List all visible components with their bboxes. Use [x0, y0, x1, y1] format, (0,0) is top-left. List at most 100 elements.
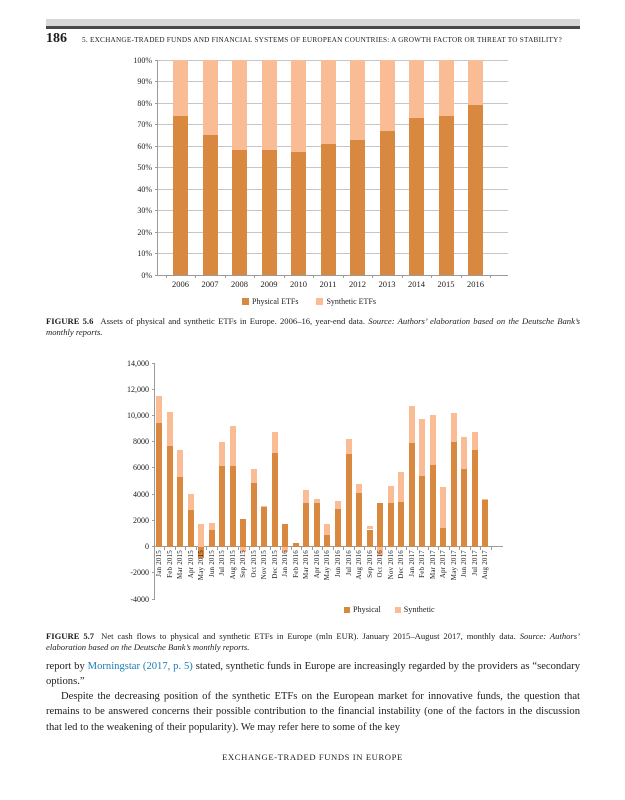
- x-tick-label: Apr 2016: [312, 549, 321, 578]
- y-axis-tick: [155, 81, 158, 82]
- y-axis-line: [157, 60, 158, 276]
- bar-segment-physical: [156, 423, 162, 547]
- bar-segment-synthetic: [324, 523, 331, 535]
- bar-segment-physical: [320, 143, 336, 275]
- x-axis-tick: [248, 546, 250, 550]
- bar-segment-physical: [350, 139, 365, 275]
- x-tick-label: Jun 2015: [207, 549, 216, 577]
- physical-swatch-icon: [344, 606, 350, 613]
- synthetic-swatch-icon: [394, 606, 401, 613]
- x-tick-label: 2013: [378, 279, 396, 289]
- legend-label: Synthetic: [403, 605, 435, 614]
- x-axis-tick: [290, 546, 292, 550]
- x-tick-label: 2011: [319, 279, 337, 289]
- x-tick-label: Jan 2016: [281, 549, 290, 577]
- bar-segment-synthetic: [350, 60, 365, 140]
- x-axis-tick: [164, 546, 166, 550]
- x-axis-tick: [406, 546, 408, 550]
- x-axis-tick: [469, 546, 471, 550]
- bar-segment-physical: [345, 454, 352, 547]
- legend-item-synthetic: Synthetic ETFs: [316, 297, 376, 306]
- y-tick-label: 0: [145, 542, 149, 552]
- bar-segment-synthetic: [408, 405, 415, 443]
- running-head: 5. EXCHANGE-TRADED FUNDS AND FINANCIAL S…: [82, 36, 563, 44]
- x-tick-label: 2010: [290, 279, 307, 289]
- x-tick-label: Jul 2015: [218, 549, 227, 576]
- x-axis-tick: [490, 546, 492, 550]
- bar-segment-synthetic: [377, 546, 384, 556]
- figure-5-7-chart: Physical Synthetic 14,000 12,000 10,000 800…: [118, 358, 512, 624]
- bar-segment-physical: [240, 519, 247, 547]
- x-tick-label: Dec 2015: [270, 549, 279, 579]
- bar-segment-synthetic: [173, 60, 188, 116]
- y-tick-label: -4000: [130, 594, 149, 604]
- y-axis-tick: [152, 388, 155, 390]
- y-tick-label: 4000: [133, 489, 149, 499]
- bar-segment-synthetic: [438, 60, 454, 116]
- morningstar-link[interactable]: Morningstar (2017, p. 5): [87, 661, 193, 672]
- x-axis-tick: [427, 546, 429, 550]
- y-tick-label: 60%: [137, 141, 152, 151]
- bar-segment-synthetic: [450, 413, 457, 442]
- figure-label: FIGURE 5.7: [46, 631, 95, 641]
- header-rule: [46, 19, 580, 29]
- bar-segment-physical: [482, 500, 489, 547]
- x-axis-tick: [254, 275, 256, 278]
- x-axis-tick: [322, 546, 324, 550]
- bar-segment-synthetic: [345, 439, 352, 455]
- x-axis-tick: [431, 275, 433, 278]
- x-tick-label: Jul 2017: [470, 549, 479, 576]
- y-axis-tick: [152, 362, 155, 364]
- bar-segment-synthetic: [379, 60, 395, 131]
- bar-segment-physical: [291, 152, 306, 275]
- x-tick-label: 2015: [437, 279, 455, 289]
- bar-segment-physical: [177, 477, 184, 547]
- x-tick-label: 2008: [231, 279, 248, 289]
- bar-segment-physical: [419, 476, 426, 547]
- x-axis-tick: [259, 546, 261, 550]
- y-axis-tick: [155, 231, 158, 233]
- paragraph-2: Despite the decreasing position of the s…: [46, 691, 580, 733]
- bar-segment-physical: [187, 509, 194, 547]
- bar-segment-synthetic: [335, 501, 341, 510]
- bar-segment-physical: [173, 115, 188, 275]
- bar-segment-physical: [232, 150, 247, 275]
- bar-segment-physical: [261, 507, 268, 547]
- x-axis-tick: [364, 546, 366, 550]
- bar-segment-synthetic: [156, 395, 162, 424]
- bar-segment-physical: [429, 465, 436, 547]
- x-axis-tick: [216, 546, 218, 550]
- bar-segment-physical: [377, 503, 384, 547]
- bar-segment-physical: [366, 529, 373, 547]
- x-tick-label: Jul 2016: [344, 549, 353, 576]
- x-axis-tick: [342, 275, 344, 278]
- y-axis-tick: [155, 124, 158, 125]
- x-tick-label: Feb 2016: [291, 549, 300, 578]
- bar-segment-physical: [398, 501, 405, 547]
- bar-segment-synthetic: [356, 483, 363, 494]
- bar-segment-synthetic: [202, 60, 218, 136]
- x-axis-tick: [153, 546, 155, 550]
- y-tick-label: 70%: [137, 120, 152, 129]
- y-axis-tick: [155, 145, 158, 147]
- figure-5-6-chart: Physical ETFs Synthetic ETFs 100% 90% 80% 7…: [100, 56, 514, 313]
- bar-segment-synthetic: [440, 486, 447, 529]
- bar-segment-physical: [335, 509, 341, 547]
- bar-segment-synthetic: [261, 60, 277, 151]
- x-axis-tick: [206, 546, 208, 550]
- y-axis-tick: [152, 598, 155, 600]
- bar-segment-physical: [282, 524, 289, 547]
- para1-post: stated, synthetic funds in Europe are in…: [46, 661, 581, 688]
- x-tick-label: May 2016: [323, 549, 332, 580]
- legend-item-physical: Physical ETFs: [242, 297, 298, 306]
- y-tick-label: 50%: [137, 163, 152, 172]
- x-axis-tick: [227, 546, 229, 550]
- y-tick-label: -2000: [130, 568, 149, 578]
- bar-segment-physical: [229, 465, 236, 547]
- bar-segment-synthetic: [187, 494, 194, 510]
- x-tick-label: Mar 2017: [428, 549, 437, 579]
- bar-segment-synthetic: [429, 414, 436, 466]
- y-tick-label: 8000: [133, 437, 149, 447]
- y-tick-label: 6000: [133, 463, 149, 473]
- legend-label: Physical ETFs: [252, 297, 299, 306]
